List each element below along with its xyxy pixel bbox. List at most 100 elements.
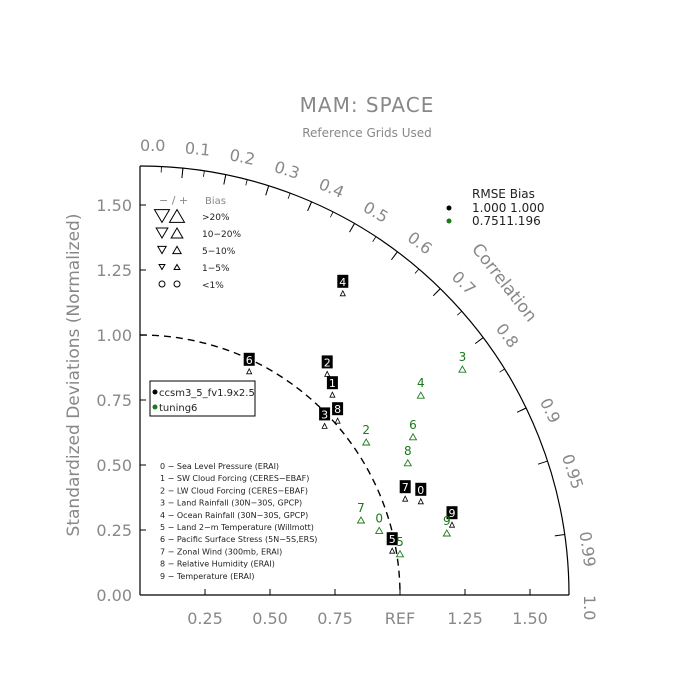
correlation-tick-label: 0.99 <box>576 530 600 568</box>
data-point-label: 0 <box>417 484 424 497</box>
bias-legend-header: Bias <box>205 196 226 207</box>
variable-list-item: 0 − Sea Level Pressure (ERAI) <box>160 462 279 471</box>
variable-list-item: 7 − Zonal Wind (300mb, ERAI) <box>160 547 282 556</box>
data-point-label: 7 <box>357 501 365 515</box>
variable-list-item: 3 − Land Rainfall (30N−30S, GPCP) <box>160 499 302 508</box>
correlation-tick-label: 1.0 <box>580 595 599 620</box>
data-point-label: 9 <box>443 514 451 528</box>
bias-negative-triangle-icon <box>153 209 171 224</box>
bias-negative-triangle-icon <box>158 264 166 271</box>
data-point-marker <box>324 370 331 377</box>
data-point-label: 4 <box>417 376 425 390</box>
data-point-label: 2 <box>324 356 331 369</box>
data-point-marker <box>402 495 409 502</box>
bias-positive-triangle-icon <box>170 227 184 239</box>
bias-negative-triangle-icon <box>155 227 169 239</box>
chart-title: MAM: SPACE <box>300 93 435 117</box>
data-point-label: 6 <box>409 418 417 432</box>
bias-legend-label: 1−5% <box>202 264 230 274</box>
data-point-label: 2 <box>362 423 370 437</box>
correlation-minor-tick <box>203 170 205 177</box>
data-point-label-box <box>337 274 349 288</box>
data-point-label-box <box>386 532 398 546</box>
data-point-label: 3 <box>321 408 328 421</box>
y-tick-label: 0.25 <box>96 521 132 540</box>
correlation-minor-tick <box>329 211 334 218</box>
correlation-tick-label: 0.95 <box>558 452 587 492</box>
variable-list-item: 2 − LW Cloud Forcing (CERES−EBAF) <box>160 486 308 495</box>
correlation-tick-label: 0.2 <box>228 145 257 169</box>
correlation-minor-tick <box>499 368 505 373</box>
bias-positive-triangle-icon <box>168 208 186 223</box>
bias-positive-triangle-icon <box>171 245 183 255</box>
correlation-tick <box>307 201 313 212</box>
correlation-tick-label: 0.8 <box>492 320 522 352</box>
rmse-bias-row: 0.7511.196 <box>472 214 541 228</box>
bias-legend-label: 10−20% <box>202 230 241 240</box>
data-point-marker <box>448 521 456 528</box>
data-point-label: 0 <box>375 511 383 525</box>
bias-legend-label: <1% <box>202 281 224 291</box>
bias-legend-symbols: − / + <box>159 194 188 207</box>
bias-legend-label: >20% <box>202 213 230 223</box>
data-point-label: 8 <box>404 444 412 458</box>
y-tick-label: 0.75 <box>96 391 132 410</box>
data-point-marker <box>458 365 467 373</box>
data-point-label-box <box>243 352 255 366</box>
bias-circle-icon <box>158 280 166 288</box>
data-point-label-box <box>332 402 344 416</box>
data-point-label-box <box>321 355 333 369</box>
bias-circle-icon <box>173 280 181 288</box>
x-tick-label: 0.25 <box>187 609 223 628</box>
rmse-bias-dot-icon <box>446 205 452 211</box>
correlation-tick <box>554 533 565 537</box>
correlation-tick <box>432 288 441 297</box>
y-axis-label: Standardized Deviations (Normalized) <box>64 214 84 537</box>
data-point-label: 5 <box>389 533 396 546</box>
data-point-label: 7 <box>402 481 409 494</box>
correlation-tick-label: 0.3 <box>272 157 302 183</box>
y-tick-label: 1.25 <box>96 261 132 280</box>
correlation-tick-label: 0.5 <box>360 197 392 226</box>
data-point-label: 5 <box>396 535 404 549</box>
data-point-label: 1 <box>329 377 336 390</box>
x-tick-label: 1.50 <box>512 609 548 628</box>
x-tick-label: 0.75 <box>317 609 353 628</box>
y-tick-label: 1.00 <box>96 326 132 345</box>
correlation-tick-label: 0.0 <box>140 136 165 155</box>
data-point-marker <box>416 391 426 399</box>
case-legend-dot-icon <box>152 389 158 395</box>
correlation-tick-label: 0.1 <box>184 138 211 159</box>
data-point-label: 4 <box>339 276 346 289</box>
correlation-tick <box>349 223 355 233</box>
y-tick-label: 1.50 <box>96 196 132 215</box>
correlation-tick <box>474 337 484 345</box>
data-point-marker <box>356 516 366 524</box>
case-legend-label: ccsm3_5_fv1.9x2.5 <box>159 388 255 399</box>
data-point-marker <box>246 367 253 375</box>
data-point-label: 9 <box>449 507 456 520</box>
correlation-minor-tick <box>372 236 377 242</box>
outer-arc <box>139 165 570 596</box>
data-point-label: 8 <box>334 403 341 416</box>
variable-list-item: 9 − Temperature (ERAI) <box>160 572 254 581</box>
correlation-tick-label: 0.4 <box>316 174 347 202</box>
data-point-marker <box>321 422 328 429</box>
data-point-label-box <box>399 480 411 494</box>
data-point-label-box <box>446 506 458 520</box>
correlation-tick-label: 0.7 <box>448 267 479 298</box>
case-legend-dot-icon <box>152 404 158 410</box>
case-legend-box <box>149 380 256 417</box>
x-tick-label: REF <box>385 609 415 628</box>
data-point-marker <box>389 547 396 554</box>
correlation-minor-tick <box>456 310 463 316</box>
correlation-minor-tick <box>245 179 248 186</box>
correlation-tick-label: 0.9 <box>536 395 564 426</box>
data-point-marker <box>361 438 371 446</box>
correlation-tick <box>516 407 527 413</box>
data-point-marker <box>339 289 346 297</box>
data-point-marker <box>329 391 336 398</box>
correlation-minor-tick <box>287 192 291 199</box>
